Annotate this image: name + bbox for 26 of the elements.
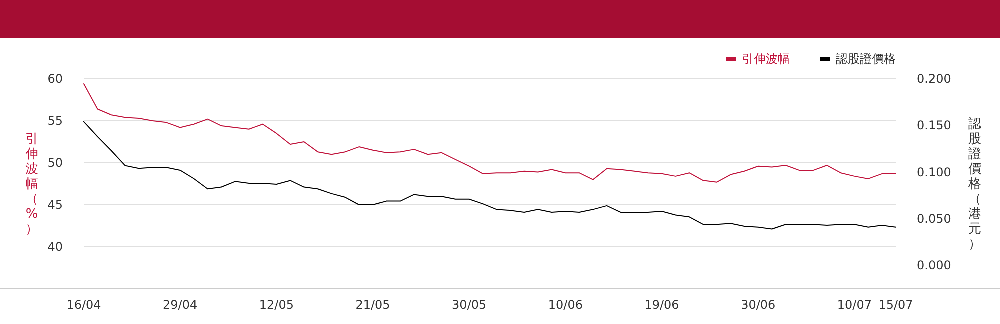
legend-label: 認股證價格 <box>836 52 896 66</box>
y-tick-label: 45 <box>48 198 63 212</box>
y2-tick-label: 0.150 <box>917 118 952 133</box>
text: 認股證價格（港元） <box>968 117 982 252</box>
y-axis-title: 引伸波幅（%） <box>24 132 38 237</box>
y-tick-label: 60 <box>48 72 63 86</box>
x-tick-label: 12/05 <box>259 298 294 312</box>
x-tick-label: 15/07 <box>878 298 914 312</box>
x-tick-label: 16/04 <box>66 298 102 312</box>
line-series <box>84 121 896 230</box>
x-tick-label: 30/06 <box>741 298 776 312</box>
y2-tick-label: 0.200 <box>917 72 952 86</box>
x-tick-label: 10/07 <box>837 298 872 312</box>
x-tick-label: 30/05 <box>452 298 487 312</box>
y-tick-label: 50 <box>48 156 63 170</box>
x-tick-label: 21/05 <box>356 298 390 312</box>
x-tick-label: 10/06 <box>548 298 583 312</box>
y-tick-label: 40 <box>48 240 63 254</box>
line-series <box>84 84 896 183</box>
y-tick-label: 55 <box>48 114 63 128</box>
y2-tick-label: 0.000 <box>917 258 952 273</box>
x-tick-label: 29/04 <box>163 298 198 312</box>
legend-label: 引伸波幅 <box>742 52 790 66</box>
y2-tick-label: 0.100 <box>917 165 952 180</box>
y2-tick-label: 0.050 <box>917 212 952 226</box>
x-tick-label: 19/06 <box>644 298 680 312</box>
